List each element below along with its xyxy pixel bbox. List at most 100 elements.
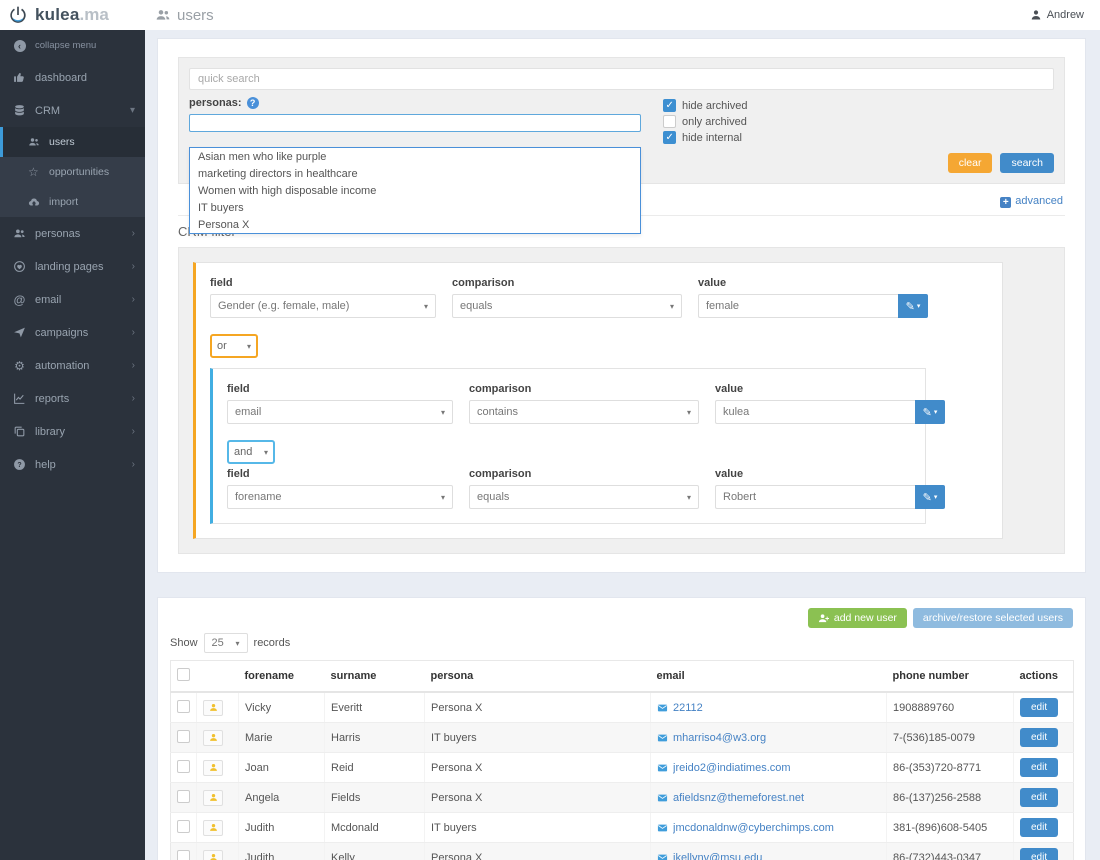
field-select[interactable]: forename ▾ xyxy=(227,485,453,509)
personas-input[interactable] xyxy=(189,114,641,132)
brand[interactable]: kulea .ma xyxy=(0,5,145,25)
persona-option[interactable]: Women with high disposable income xyxy=(198,185,377,197)
at-icon: @ xyxy=(13,292,26,307)
value-label: value xyxy=(715,468,744,480)
persona-option[interactable]: marketing directors in healthcare xyxy=(198,168,358,180)
chevron-right-icon: › xyxy=(131,360,135,371)
row-checkbox[interactable] xyxy=(177,729,190,743)
hide-internal-checkbox[interactable] xyxy=(663,131,676,144)
user-status-icon[interactable] xyxy=(203,699,223,716)
campaigns-label: campaigns xyxy=(35,326,89,339)
edit-button[interactable]: edit xyxy=(1020,758,1059,777)
search-button[interactable]: search xyxy=(1000,153,1054,173)
user-status-icon[interactable] xyxy=(203,849,223,860)
value-edit-button[interactable]: ✎ ▾ xyxy=(898,294,928,318)
edit-button[interactable]: edit xyxy=(1020,788,1059,807)
sidebar-item-personas[interactable]: personas › xyxy=(0,217,145,250)
persona-option[interactable]: IT buyers xyxy=(198,202,244,214)
value-edit-button[interactable]: ✎ ▾ xyxy=(915,485,945,509)
sidebar-item-library[interactable]: library › xyxy=(0,415,145,448)
table-row: Judith Kelly Persona X jkellynv@msu.edu … xyxy=(170,842,1074,860)
select-caret-icon: ▾ xyxy=(669,301,674,311)
col-surname: surname xyxy=(324,660,425,693)
field-select[interactable]: email ▾ xyxy=(227,400,453,424)
only-archived-checkbox[interactable] xyxy=(663,115,676,128)
email-link[interactable]: jmcdonaldnw@cyberchimps.com xyxy=(673,821,834,834)
archive-restore-button[interactable]: archive/restore selected users xyxy=(912,608,1073,628)
clear-button[interactable]: clear xyxy=(947,153,993,173)
checkbox-row-hide-archived: hide archived xyxy=(663,99,747,112)
value-input[interactable] xyxy=(698,294,898,318)
users-label: users xyxy=(49,136,75,148)
sidebar-item-landing-pages[interactable]: landing pages › xyxy=(0,250,145,283)
database-icon xyxy=(12,104,27,117)
sidebar-item-campaigns[interactable]: campaigns › xyxy=(0,316,145,349)
gear-icon: ⚙ xyxy=(14,358,25,373)
persona-option[interactable]: Asian men who like purple xyxy=(198,151,327,163)
sidebar-item-reports[interactable]: reports › xyxy=(0,382,145,415)
operator-select-or[interactable]: or ▾ xyxy=(210,334,258,358)
value-edit-button[interactable]: ✎ ▾ xyxy=(915,400,945,424)
cell-surname: Mcdonald xyxy=(324,812,425,843)
pencil-icon: ✎ xyxy=(905,300,915,313)
cell-surname: Reid xyxy=(324,752,425,783)
row-checkbox[interactable] xyxy=(177,819,190,833)
email-link[interactable]: 22112 xyxy=(673,701,703,714)
edit-button[interactable]: edit xyxy=(1020,698,1059,717)
row-checkbox[interactable] xyxy=(177,699,190,713)
users-group-icon xyxy=(156,10,170,20)
email-link[interactable]: mharriso4@w3.org xyxy=(673,731,767,744)
crm-label: CRM xyxy=(35,104,61,117)
sidebar-item-import[interactable]: import xyxy=(0,187,145,217)
operator-select-and[interactable]: and ▾ xyxy=(227,440,275,464)
library-label: library xyxy=(35,425,65,438)
select-all-checkbox[interactable] xyxy=(177,668,190,681)
sidebar-item-opportunities[interactable]: ☆ opportunities xyxy=(0,157,145,187)
question-circle-icon: ? xyxy=(12,458,27,471)
personas-label: personas xyxy=(35,227,81,240)
sidebar-item-automation[interactable]: ⚙ automation › xyxy=(0,349,145,382)
user-status-icon[interactable] xyxy=(203,789,223,806)
add-new-user-button[interactable]: add new user xyxy=(807,608,907,628)
sidebar-item-dashboard[interactable]: dashboard xyxy=(0,61,145,94)
row-checkbox[interactable] xyxy=(177,759,190,773)
sidebar-collapse-menu[interactable]: ‹ collapse menu xyxy=(0,30,145,61)
value-label: value xyxy=(698,277,727,289)
email-link[interactable]: jkellynv@msu.edu xyxy=(673,851,763,860)
help-icon[interactable]: ? xyxy=(246,97,259,109)
reports-label: reports xyxy=(35,392,70,405)
email-link[interactable]: jreido2@indiatimes.com xyxy=(673,761,791,774)
person-icon xyxy=(1031,10,1040,20)
value-input[interactable] xyxy=(715,400,915,424)
hide-archived-checkbox[interactable] xyxy=(663,99,676,112)
quick-search-input[interactable] xyxy=(189,68,1054,90)
page-size-select[interactable]: 25 ▾ xyxy=(203,633,248,653)
value-input[interactable] xyxy=(715,485,915,509)
row-checkbox[interactable] xyxy=(177,789,190,803)
table-row: Angela Fields Persona X afieldsnz@themef… xyxy=(170,782,1074,813)
star-icon: ☆ xyxy=(28,165,39,179)
show-label: Show xyxy=(170,637,198,649)
sidebar-item-users[interactable]: users xyxy=(0,127,145,157)
comparison-select[interactable]: equals ▾ xyxy=(469,485,699,509)
user-menu[interactable]: Andrew xyxy=(1030,9,1100,21)
persona-option[interactable]: Persona X xyxy=(198,219,250,231)
email-link[interactable]: afieldsnz@themeforest.net xyxy=(673,791,805,804)
row-checkbox[interactable] xyxy=(177,849,190,860)
comparison-select[interactable]: contains ▾ xyxy=(469,400,699,424)
sidebar-item-help[interactable]: ? help › xyxy=(0,448,145,481)
search-panel: personas: ? Asian men who like purple ma… xyxy=(178,57,1065,234)
edit-button[interactable]: edit xyxy=(1020,848,1059,860)
comparison-select[interactable]: equals ▾ xyxy=(452,294,682,318)
topbar: kulea .ma users Andrew xyxy=(0,0,1100,30)
user-status-icon[interactable] xyxy=(203,819,223,836)
edit-button[interactable]: edit xyxy=(1020,818,1059,837)
sidebar-item-crm[interactable]: CRM ▾ xyxy=(0,94,145,127)
field-select[interactable]: Gender (e.g. female, male) ▾ xyxy=(210,294,436,318)
edit-button[interactable]: edit xyxy=(1020,728,1059,747)
sidebar-item-email[interactable]: @ email › xyxy=(0,283,145,316)
advanced-link[interactable]: + advanced xyxy=(1000,195,1063,208)
user-status-icon[interactable] xyxy=(203,729,223,746)
cell-forename: Judith xyxy=(238,812,325,843)
user-status-icon[interactable] xyxy=(203,759,223,776)
